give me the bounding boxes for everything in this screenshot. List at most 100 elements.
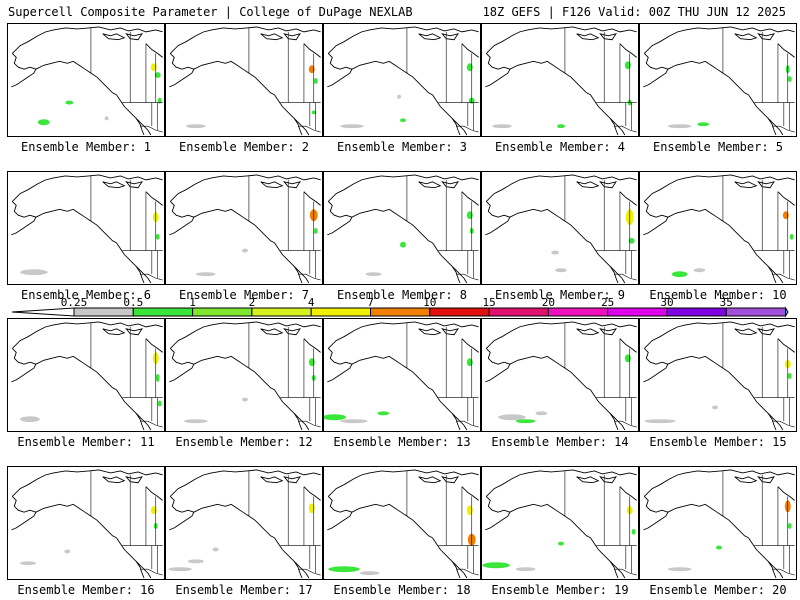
coastline: [777, 191, 795, 206]
coastline: [590, 94, 626, 136]
coastline: [667, 208, 724, 222]
coastline: [193, 208, 250, 222]
ensemble-member-label: Ensemble Member: 11: [17, 435, 155, 449]
coastline: [90, 515, 117, 539]
coastline: [418, 181, 442, 189]
ensemble-member-label: Ensemble Member: 13: [333, 435, 471, 449]
coastline: [145, 43, 163, 58]
coastline: [35, 60, 92, 74]
scp-contour-area: [631, 528, 636, 535]
coastline: [351, 355, 408, 369]
colorbar-segment: [666, 307, 727, 317]
map-canvas: [11, 321, 163, 431]
ensemble-member-label: Ensemble Member: 10: [649, 288, 787, 302]
ensemble-member-label: Ensemble Member: 18: [333, 583, 471, 597]
coastline: [135, 118, 145, 136]
scp-contour-area: [311, 110, 316, 115]
scp-contour-area: [667, 124, 692, 129]
coastline: [748, 94, 784, 136]
coastline: [644, 321, 795, 349]
scp-contour-area: [308, 503, 315, 514]
coastline: [102, 181, 126, 189]
coastline: [667, 503, 724, 517]
coastline: [757, 33, 776, 41]
ensemble-map: [165, 466, 323, 580]
coastline: [170, 321, 321, 349]
coastline: [734, 181, 758, 189]
coastline: [576, 328, 600, 336]
coastline: [609, 266, 619, 284]
colorbar-segment: [488, 307, 549, 317]
colorbar-tick-label: 1: [189, 296, 196, 309]
coastline: [35, 208, 92, 222]
scp-contour-area: [150, 506, 157, 515]
scp-contour-area: [20, 416, 40, 423]
ensemble-member-label: Ensemble Member: 14: [491, 435, 629, 449]
coastline: [169, 496, 195, 531]
scp-contour-area: [195, 272, 216, 277]
scp-contour-area: [20, 561, 36, 566]
map-canvas: [485, 26, 637, 136]
coastline: [509, 208, 566, 222]
scp-contour-area: [242, 397, 248, 402]
map-canvas: [327, 26, 479, 136]
colorbar-segment: [725, 307, 787, 317]
scp-contour-area: [359, 571, 380, 576]
coastline: [248, 72, 275, 96]
coastline: [283, 476, 302, 484]
coastline: [90, 220, 117, 244]
coastline: [441, 328, 460, 336]
ensemble-map: [323, 171, 481, 285]
scp-contour-area: [671, 271, 688, 278]
scp-contour-area: [397, 94, 402, 99]
scp-contour-area: [693, 268, 706, 273]
ensemble-member-label: Ensemble Member: 7: [178, 288, 310, 302]
scp-contour-area: [400, 118, 406, 123]
scp-contour-area: [184, 419, 208, 424]
coastline: [418, 328, 442, 336]
ensemble-member-label: Ensemble Member: 8: [336, 288, 468, 302]
coastline: [90, 367, 117, 391]
coastline: [327, 201, 353, 236]
scp-contour-area: [466, 505, 473, 516]
coastline: [757, 328, 776, 336]
coastline: [193, 503, 250, 517]
coastline: [170, 469, 321, 497]
coastline: [576, 476, 600, 484]
ensemble-member-label: Ensemble Member: 12: [175, 435, 313, 449]
political-border: [140, 125, 163, 133]
coastline: [757, 181, 776, 189]
coastline: [135, 266, 145, 284]
colorbar-segment: [251, 307, 312, 317]
coastline: [193, 355, 250, 369]
political-border: [298, 125, 321, 133]
scp-contour-area: [150, 63, 157, 72]
scp-contour-area: [697, 122, 710, 127]
scp-contour-area: [308, 65, 315, 74]
coastline: [734, 33, 758, 41]
coastline: [509, 355, 566, 369]
coastline: [116, 242, 152, 284]
coastline: [748, 537, 784, 579]
coastline: [777, 338, 795, 353]
coastline: [406, 220, 433, 244]
political-border: [140, 273, 163, 281]
coastline: [145, 338, 163, 353]
coastline: [293, 118, 303, 136]
scp-contour-area: [365, 272, 382, 277]
colorbar-tick-label: 10: [423, 296, 436, 309]
coastline: [722, 72, 749, 96]
coastline: [248, 367, 275, 391]
coastline: [643, 201, 669, 236]
map-canvas: [485, 321, 637, 431]
colorbar-tick-label: 35: [720, 296, 733, 309]
valid-time-label: 18Z GEFS | F126 Valid: 00Z THU JUN 12 20…: [482, 5, 786, 19]
ensemble-member-label: Ensemble Member: 1: [20, 140, 152, 154]
ensemble-member-label: Ensemble Member: 5: [652, 140, 784, 154]
ensemble-map: [165, 318, 323, 432]
colorbar-tick-label: 15: [482, 296, 495, 309]
coastline: [145, 486, 163, 501]
scp-contour-area: [551, 250, 560, 255]
scp-contour-area: [157, 97, 162, 104]
coastline: [170, 174, 321, 202]
